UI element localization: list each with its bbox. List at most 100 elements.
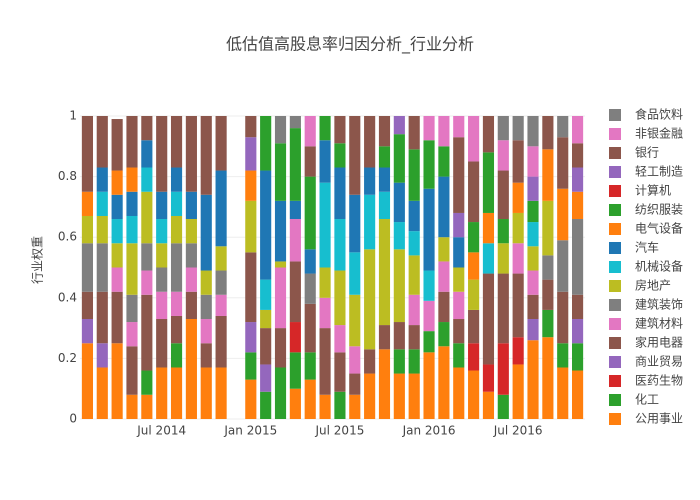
bar-segment	[185, 116, 197, 192]
bar-segment	[453, 367, 465, 419]
chart-title: 低估值高股息率归因分析_行业分析	[226, 35, 474, 55]
bar-segment	[260, 364, 272, 392]
legend-label: 建筑材料	[635, 316, 683, 331]
y-axis-label: 行业权重	[31, 236, 45, 284]
bar-segment	[170, 291, 183, 316]
bar-segment	[527, 176, 539, 201]
bar-segment	[215, 367, 227, 419]
bar-segment	[393, 116, 405, 135]
bar-segment	[349, 194, 361, 253]
legend-label: 非银金融	[635, 126, 683, 141]
bar-segment	[245, 252, 257, 323]
bar-segment	[497, 243, 509, 274]
legend-swatch	[609, 109, 621, 121]
bar-segment	[215, 270, 227, 295]
bar-segment	[111, 243, 123, 268]
bar-segment	[334, 167, 346, 220]
bar-segment	[289, 128, 301, 201]
y-tick-label: 0	[69, 412, 77, 426]
bar-segment	[423, 331, 435, 353]
bar-segment	[542, 116, 554, 150]
bar-segment	[141, 370, 153, 395]
bar-segment	[393, 373, 405, 419]
bar-segment	[364, 249, 376, 350]
bar-segment	[364, 167, 376, 195]
bar-segment	[453, 267, 465, 292]
bar-segment	[96, 116, 108, 168]
bar-segment	[185, 191, 197, 220]
bar-segment	[482, 364, 495, 392]
legend-swatch	[609, 280, 621, 292]
bar-segment	[96, 243, 108, 292]
y-tick-label: 0.2	[58, 351, 77, 365]
legend-label: 机械设备	[635, 259, 683, 274]
bar-segment	[408, 325, 420, 350]
legend-label: 房地产	[635, 278, 671, 293]
bar-segment	[81, 191, 93, 216]
legend-swatch	[609, 147, 621, 159]
bar-segment	[245, 379, 257, 419]
bar-segment	[156, 116, 168, 192]
bar-segment	[527, 294, 539, 320]
bar-segment	[126, 294, 138, 323]
bar-segment	[289, 322, 301, 353]
bar-segment	[185, 319, 197, 419]
bar-segment	[126, 243, 138, 295]
bar-segment	[274, 143, 287, 201]
legend-label: 食品饮料	[635, 107, 683, 122]
bar-segment	[408, 294, 420, 326]
bar-segment	[260, 328, 272, 365]
legend-swatch	[609, 185, 621, 197]
bar-segment	[497, 140, 509, 171]
bar-segment	[497, 116, 509, 141]
legend-label: 电气设备	[635, 221, 683, 236]
bar-segment	[423, 140, 435, 189]
bar-segment	[215, 116, 227, 171]
x-tick-label: Jan 2016	[402, 424, 456, 438]
bar-segment	[96, 343, 108, 368]
bar-segment	[542, 279, 554, 310]
bar-segment	[170, 367, 183, 419]
bar-segment	[527, 116, 539, 147]
bar-segment	[408, 116, 420, 150]
bar-segment	[408, 200, 420, 232]
bar-segment	[527, 270, 539, 295]
bar-segment	[141, 294, 153, 371]
bar-segment	[304, 146, 316, 177]
bar-segment	[274, 261, 287, 268]
y-tick-label: 0.4	[58, 290, 77, 304]
bar-segment	[468, 161, 480, 223]
bar-segment	[408, 255, 420, 295]
bar-segment	[512, 243, 524, 274]
legend-swatch	[609, 166, 621, 178]
legend-swatch	[609, 356, 621, 368]
bar-segment	[349, 373, 361, 395]
bar-segment	[557, 291, 569, 344]
bar-segment	[393, 222, 405, 250]
legend-swatch	[609, 375, 621, 387]
bar-segment	[319, 267, 331, 298]
bar-segment	[393, 134, 405, 183]
bar-segment	[126, 116, 138, 168]
bar-segment	[557, 116, 569, 138]
bar-segment	[111, 194, 123, 220]
bar-segment	[289, 116, 301, 129]
bar-segment	[364, 349, 376, 374]
bar-segment	[378, 219, 391, 326]
bar-segment	[170, 315, 183, 344]
bar-segment	[423, 270, 435, 301]
bar-segment	[319, 116, 331, 141]
bar-segment	[111, 343, 123, 419]
bar-segment	[364, 194, 376, 250]
bar-segment	[482, 391, 495, 419]
bar-segment	[304, 273, 316, 304]
bar-segment	[393, 349, 405, 374]
bar-segment	[468, 279, 480, 310]
bar-segment	[304, 379, 316, 419]
bar-segment	[170, 167, 183, 192]
bar-segment	[289, 219, 301, 262]
bar-segment	[453, 343, 465, 368]
bar-segment	[304, 176, 316, 250]
bar-segment	[170, 343, 183, 368]
bar-segment	[572, 143, 584, 168]
